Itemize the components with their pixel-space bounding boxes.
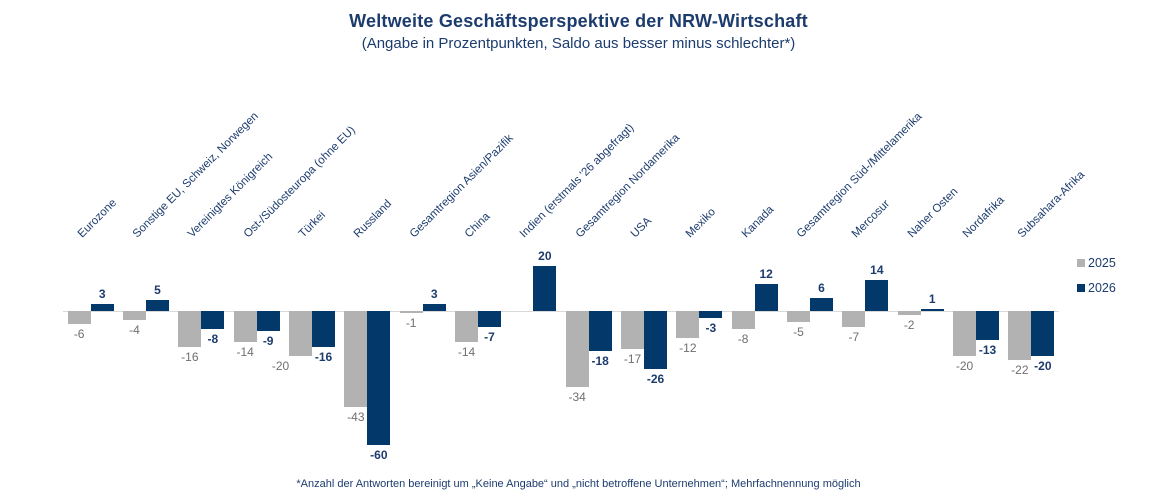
category-label: Indien (erstmals '26 abgefragt) — [518, 121, 637, 241]
category-label: Gesamtregion Nordamerika — [573, 131, 682, 241]
value-label-2026: 1 — [928, 291, 936, 306]
value-label-2025: -5 — [793, 325, 804, 340]
value-label-2026: -3 — [705, 320, 717, 335]
bar-2025 — [897, 311, 921, 316]
legend-item-2026: 2026 — [1077, 281, 1116, 295]
value-label-2025: -12 — [679, 340, 697, 355]
category-label: Subsahara-Afrika — [1016, 168, 1088, 241]
category-label: Ost-/Südosteuropa (ohne EU) — [241, 124, 358, 241]
footnote: *Anzahl der Antworten bereinigt um „Kein… — [296, 478, 861, 490]
bar-2026 — [754, 284, 778, 311]
legend: 2025 2026 — [1077, 256, 1116, 306]
bar-2026 — [367, 311, 391, 446]
value-label-2025: -6 — [73, 327, 85, 342]
bar-2026 — [810, 297, 833, 311]
bar-2025 — [953, 311, 976, 356]
value-label-2025: -16 — [181, 349, 199, 364]
chart-title: Weltweite Geschäftsperspektive der NRW-W… — [349, 11, 808, 31]
legend-label-2026: 2026 — [1088, 281, 1116, 295]
value-label-2026: 20 — [538, 249, 552, 264]
value-label-2026: 12 — [759, 267, 773, 282]
value-label-2026: 6 — [818, 280, 825, 295]
bar-2025 — [842, 311, 866, 327]
bar-2026 — [312, 311, 335, 347]
legend-swatch-2026 — [1077, 284, 1085, 292]
bar-2025 — [621, 311, 644, 350]
category-label: Mexiko — [684, 206, 719, 241]
value-label-2026: -13 — [978, 343, 997, 358]
bar-2025 — [676, 311, 700, 338]
category-label: USA — [628, 215, 655, 241]
value-label-2025: -8 — [737, 331, 749, 346]
value-label-2025: -34 — [568, 390, 586, 405]
value-label-2025: -1 — [405, 316, 417, 331]
value-label-2026: -60 — [370, 448, 388, 463]
value-label-2025: -14 — [236, 345, 254, 360]
bar-2026 — [976, 311, 999, 341]
value-label-2026: -20 — [1034, 358, 1052, 373]
bar-2025 — [565, 311, 589, 388]
bar-2026 — [588, 311, 612, 352]
bar-2025 — [399, 311, 423, 314]
bar-2025 — [455, 311, 478, 343]
category-label: Gesamtregion Asien/Pazifik — [407, 132, 516, 241]
value-label-2026: -9 — [262, 334, 274, 349]
legend-item-2025: 2025 — [1077, 256, 1116, 270]
bar-2025 — [344, 311, 368, 408]
value-label-2026: 3 — [430, 287, 438, 302]
bar-2026 — [699, 311, 723, 318]
bar-2026 — [201, 311, 225, 329]
bar-2026 — [533, 266, 557, 311]
bar-2025 — [289, 311, 312, 356]
category-label: Naher Osten — [905, 185, 961, 241]
bar-2025 — [178, 311, 202, 347]
category-label: Türkei — [296, 209, 328, 241]
bar-2025 — [123, 311, 146, 320]
category-label: Kanada — [739, 203, 776, 241]
bar-2026 — [146, 299, 169, 311]
value-label-2025: -4 — [129, 322, 140, 337]
value-label-2026: 14 — [870, 262, 884, 277]
legend-swatch-2025 — [1077, 259, 1085, 267]
value-label-2026: 5 — [154, 282, 161, 297]
value-label-2025: -20 — [955, 358, 974, 373]
bar-2026 — [478, 311, 501, 327]
x-axis-line — [63, 311, 1059, 312]
value-label-2026: 3 — [98, 287, 106, 302]
bar-2025 — [233, 311, 257, 343]
category-label: Mercosur — [850, 197, 893, 241]
value-label-2025: -22 — [1011, 363, 1029, 378]
bar-2025 — [1008, 311, 1032, 361]
bar-2025 — [731, 311, 755, 329]
chart-subtitle: (Angabe in Prozentpunkten, Saldo aus bes… — [361, 35, 796, 52]
bar-2025 — [67, 311, 91, 325]
category-label: Russland — [352, 197, 395, 241]
value-label-2025: -43 — [347, 410, 365, 425]
bar-2026 — [1031, 311, 1055, 356]
value-label-2026: -8 — [207, 331, 219, 346]
bar-2026 — [422, 304, 446, 311]
value-label-2025: -2 — [903, 318, 915, 333]
value-label-2025: -7 — [848, 329, 860, 344]
category-label: Eurozone — [75, 196, 119, 241]
value-label-2025: -14 — [457, 345, 476, 360]
value-label-2026: -18 — [591, 354, 609, 369]
category-label: Nordafrika — [960, 194, 1007, 241]
bar-2025 — [787, 311, 810, 323]
value-label-2026: -16 — [314, 349, 333, 364]
legend-label-2025: 2025 — [1088, 256, 1116, 270]
bar-2026 — [644, 311, 667, 370]
value-label-2025: -20 — [271, 358, 290, 373]
bar-2026 — [920, 308, 944, 311]
value-label-2025: -17 — [623, 352, 642, 367]
value-label-2026: -7 — [484, 329, 495, 344]
category-label: China — [462, 210, 493, 241]
value-label-2026: -26 — [646, 372, 665, 387]
bar-2026 — [256, 311, 280, 332]
bar-2026 — [865, 279, 889, 311]
bar-2026 — [90, 304, 114, 311]
